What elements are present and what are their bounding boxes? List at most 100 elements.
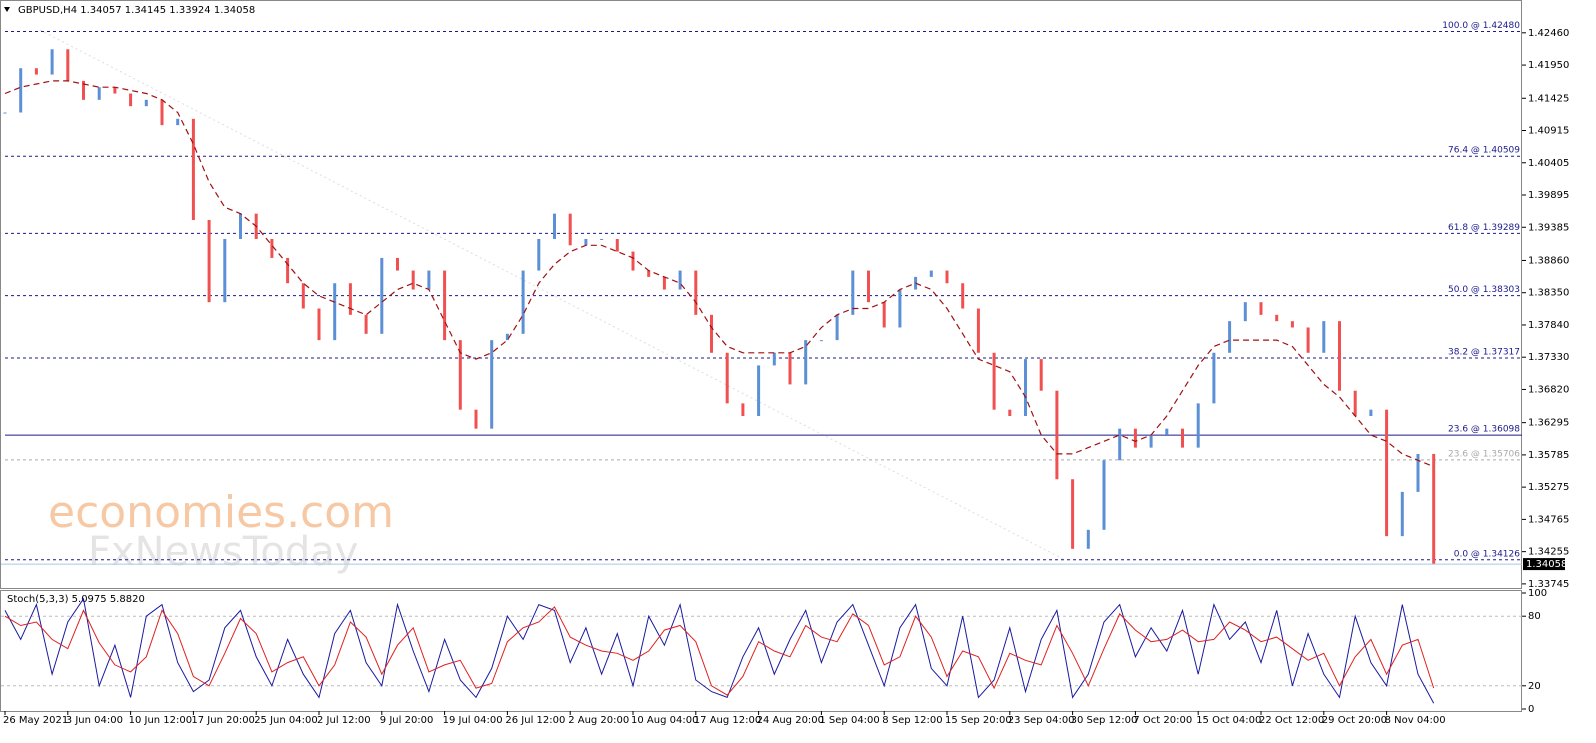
price-bar	[333, 283, 337, 341]
fib-label: 76.4 @ 1.40509	[1448, 146, 1520, 156]
price-bar	[945, 270, 949, 284]
price-bar	[1290, 321, 1294, 328]
price-bar	[772, 352, 776, 366]
price-bar	[1055, 390, 1059, 480]
price-bar	[553, 213, 556, 239]
price-bar	[992, 352, 996, 410]
price-bar	[819, 340, 823, 342]
y-tick-label: 20	[1528, 681, 1541, 692]
price-bar	[207, 219, 211, 303]
x-tick-label: 7 Oct 20:00	[1133, 715, 1192, 726]
price-bar	[1369, 409, 1373, 417]
price-bar	[458, 340, 462, 410]
last-price-label: 1.34058	[1526, 559, 1567, 570]
x-tick-label: 25 Jun 04:00	[254, 715, 318, 726]
x-tick-label: 24 Aug 20:00	[757, 715, 824, 726]
price-bar	[1416, 453, 1420, 492]
price-bar	[1196, 403, 1200, 448]
price-bar	[1322, 321, 1326, 353]
price-bar	[1133, 428, 1137, 448]
price-bar	[1259, 302, 1263, 315]
stoch-line	[4, 597, 1435, 704]
price-bar	[34, 68, 38, 75]
price-bar	[50, 49, 54, 75]
fib-label: 38.2 @ 1.37317	[1448, 348, 1520, 358]
stoch-line	[4, 606, 1435, 696]
x-tick-label: 26 Jul 12:00	[505, 715, 565, 726]
price-bar	[694, 270, 698, 315]
y-tick-label: 1.39895	[1528, 190, 1569, 201]
fib-label: 0.0 @ 1.34126	[1454, 549, 1521, 559]
price-bar	[411, 270, 415, 290]
price-bar	[1275, 314, 1279, 322]
y-tick-label: 1.36820	[1528, 384, 1569, 395]
stoch-panel	[0, 590, 1522, 712]
price-bar	[144, 99, 148, 107]
price-bar	[1385, 409, 1389, 537]
y-tick-label: 1.41425	[1528, 93, 1569, 104]
x-tick-label: 2 Jul 12:00	[317, 715, 371, 726]
fib-label: 50.0 @ 1.38303	[1448, 285, 1520, 295]
y-tick-label: 1.33745	[1528, 579, 1569, 590]
fib-label: 23.6 @ 1.36098	[1448, 425, 1520, 435]
x-tick-label: 8 Sep 12:00	[882, 715, 942, 726]
y-tick-label: 1.40915	[1528, 126, 1569, 137]
price-title: GBPUSD,H4 1.34057 1.34145 1.33924 1.3405…	[18, 5, 255, 16]
price-bar	[867, 270, 870, 303]
price-bar	[804, 340, 808, 385]
x-tick-label: 19 Jul 04:00	[443, 715, 503, 726]
y-tick-label: 1.42460	[1528, 28, 1569, 39]
y-tick-label: 1.35275	[1528, 482, 1569, 493]
stoch-title: Stoch(5,3,3) 5.0975 5.8820	[7, 594, 145, 605]
price-bar	[1338, 321, 1341, 391]
y-tick-label: 100	[1528, 588, 1547, 599]
price-bar	[1212, 352, 1216, 404]
x-tick-label: 26 May 2021	[3, 715, 68, 726]
price-bar	[741, 403, 745, 417]
price-bar	[443, 270, 447, 341]
price-bar	[584, 238, 588, 246]
x-tick-label: 22 Oct 12:00	[1259, 715, 1324, 726]
price-bar	[1071, 479, 1075, 549]
price-bar	[97, 87, 101, 100]
price-bar	[223, 238, 227, 303]
fib-label: 61.8 @ 1.39289	[1448, 223, 1520, 233]
price-bar	[286, 257, 290, 284]
price-bar	[1102, 460, 1106, 530]
price-bar	[176, 118, 180, 126]
y-tick-label: 1.39385	[1528, 222, 1569, 233]
price-bar	[1181, 428, 1184, 448]
price-bar	[505, 333, 509, 341]
x-tick-label: 10 Aug 04:00	[631, 715, 698, 726]
fib-label: 100.0 @ 1.42480	[1442, 21, 1520, 31]
price-bar	[725, 352, 729, 404]
price-bar	[113, 87, 117, 94]
y-tick-label: 1.36295	[1528, 418, 1569, 429]
last-price-box	[1523, 558, 1565, 571]
price-bar	[129, 93, 133, 107]
price-bar	[537, 238, 541, 271]
price-bar	[647, 270, 651, 277]
price-bar	[788, 352, 792, 385]
price-bar	[380, 257, 384, 334]
price-bar	[1165, 428, 1169, 435]
y-tick-label: 1.38860	[1528, 255, 1569, 266]
price-bar	[396, 257, 399, 271]
price-bar	[191, 118, 195, 220]
y-tick-label: 1.34765	[1528, 514, 1569, 525]
watermark: FxNewsToday	[88, 529, 358, 575]
price-bar	[710, 314, 713, 353]
watermark: economies.com	[48, 487, 394, 538]
price-bar	[3, 112, 7, 114]
price-bar	[898, 289, 902, 328]
x-tick-label: 1 Sep 04:00	[819, 715, 879, 726]
x-tick-label: 30 Sep 12:00	[1071, 715, 1138, 726]
price-bar	[1306, 327, 1310, 353]
price-bar	[19, 68, 23, 113]
price-bar	[1024, 359, 1027, 417]
price-bar	[521, 270, 525, 334]
x-tick-label: 8 Nov 04:00	[1385, 715, 1446, 726]
price-bar	[1228, 321, 1232, 353]
price-bar	[631, 251, 635, 271]
